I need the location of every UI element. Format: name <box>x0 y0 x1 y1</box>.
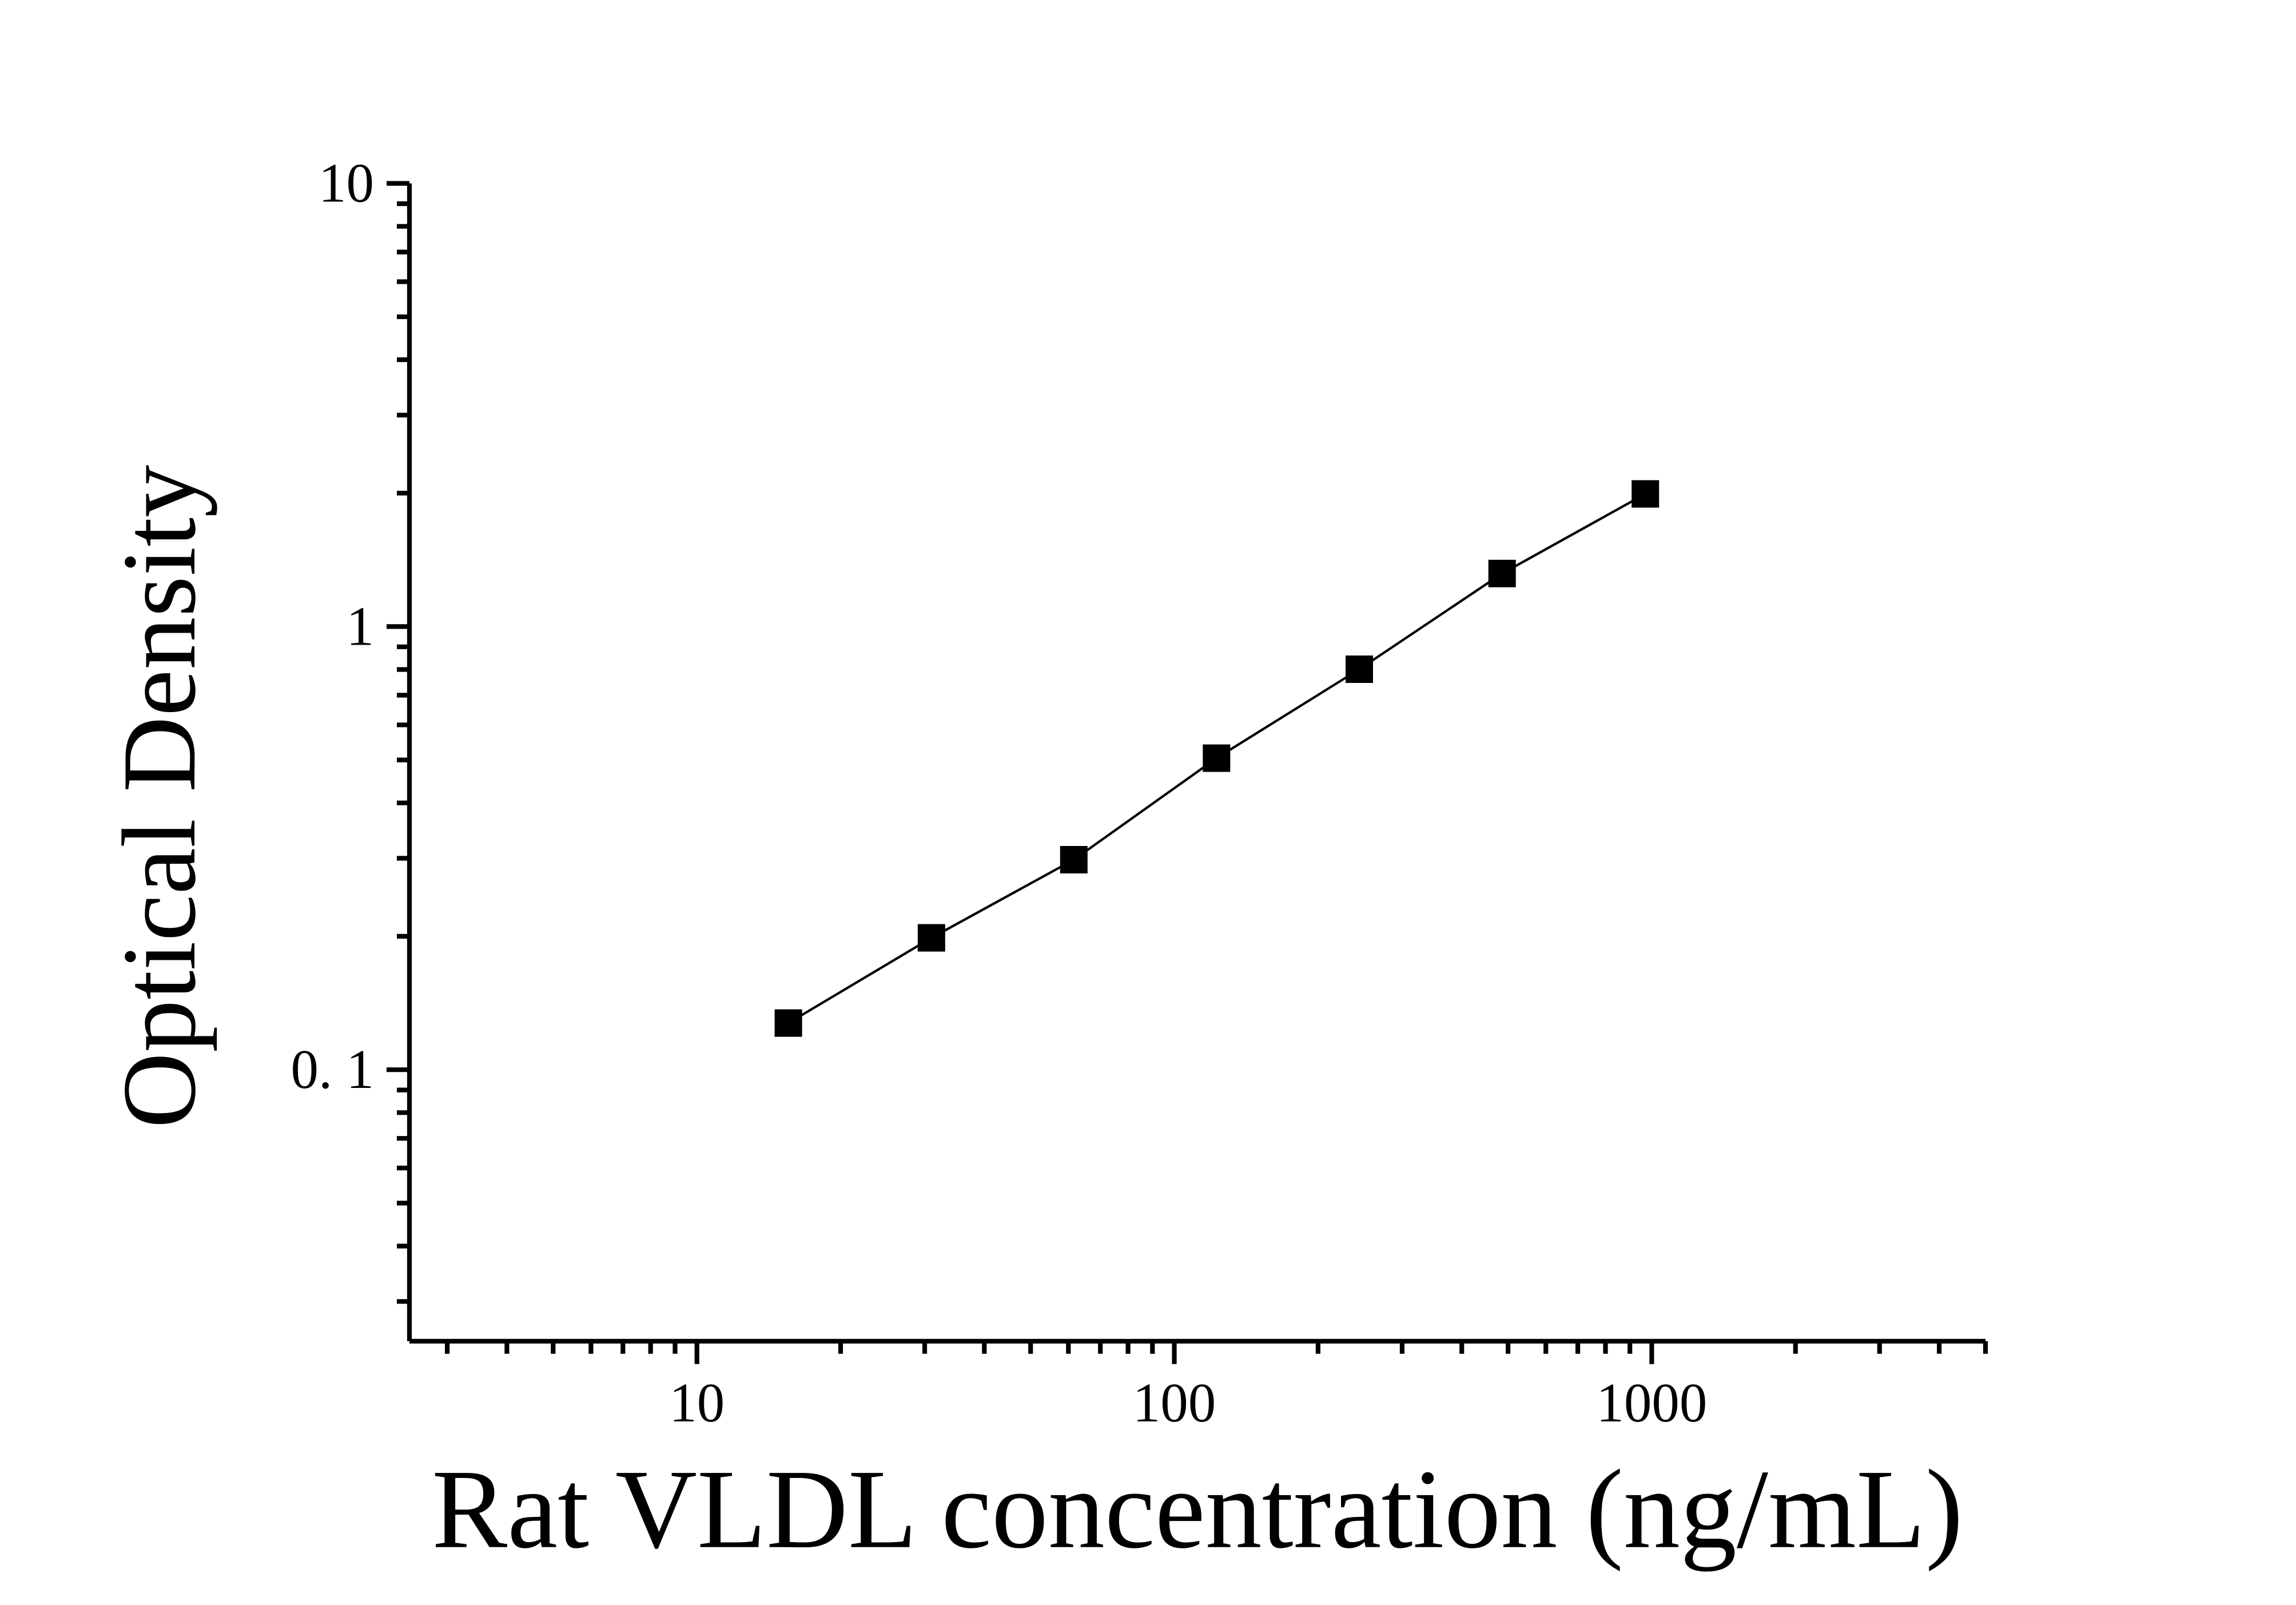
svg-text:100: 100 <box>1133 1372 1216 1433</box>
svg-text:Rat VLDL concentration (ng/mL): Rat VLDL concentration (ng/mL) <box>432 1447 1963 1572</box>
svg-text:Optical Density: Optical Density <box>101 465 217 1129</box>
svg-text:0. 1: 0. 1 <box>291 1039 375 1100</box>
svg-text:10: 10 <box>669 1372 725 1433</box>
svg-text:1: 1 <box>347 595 375 657</box>
svg-text:1000: 1000 <box>1596 1372 1707 1433</box>
svg-text:10: 10 <box>319 153 374 214</box>
